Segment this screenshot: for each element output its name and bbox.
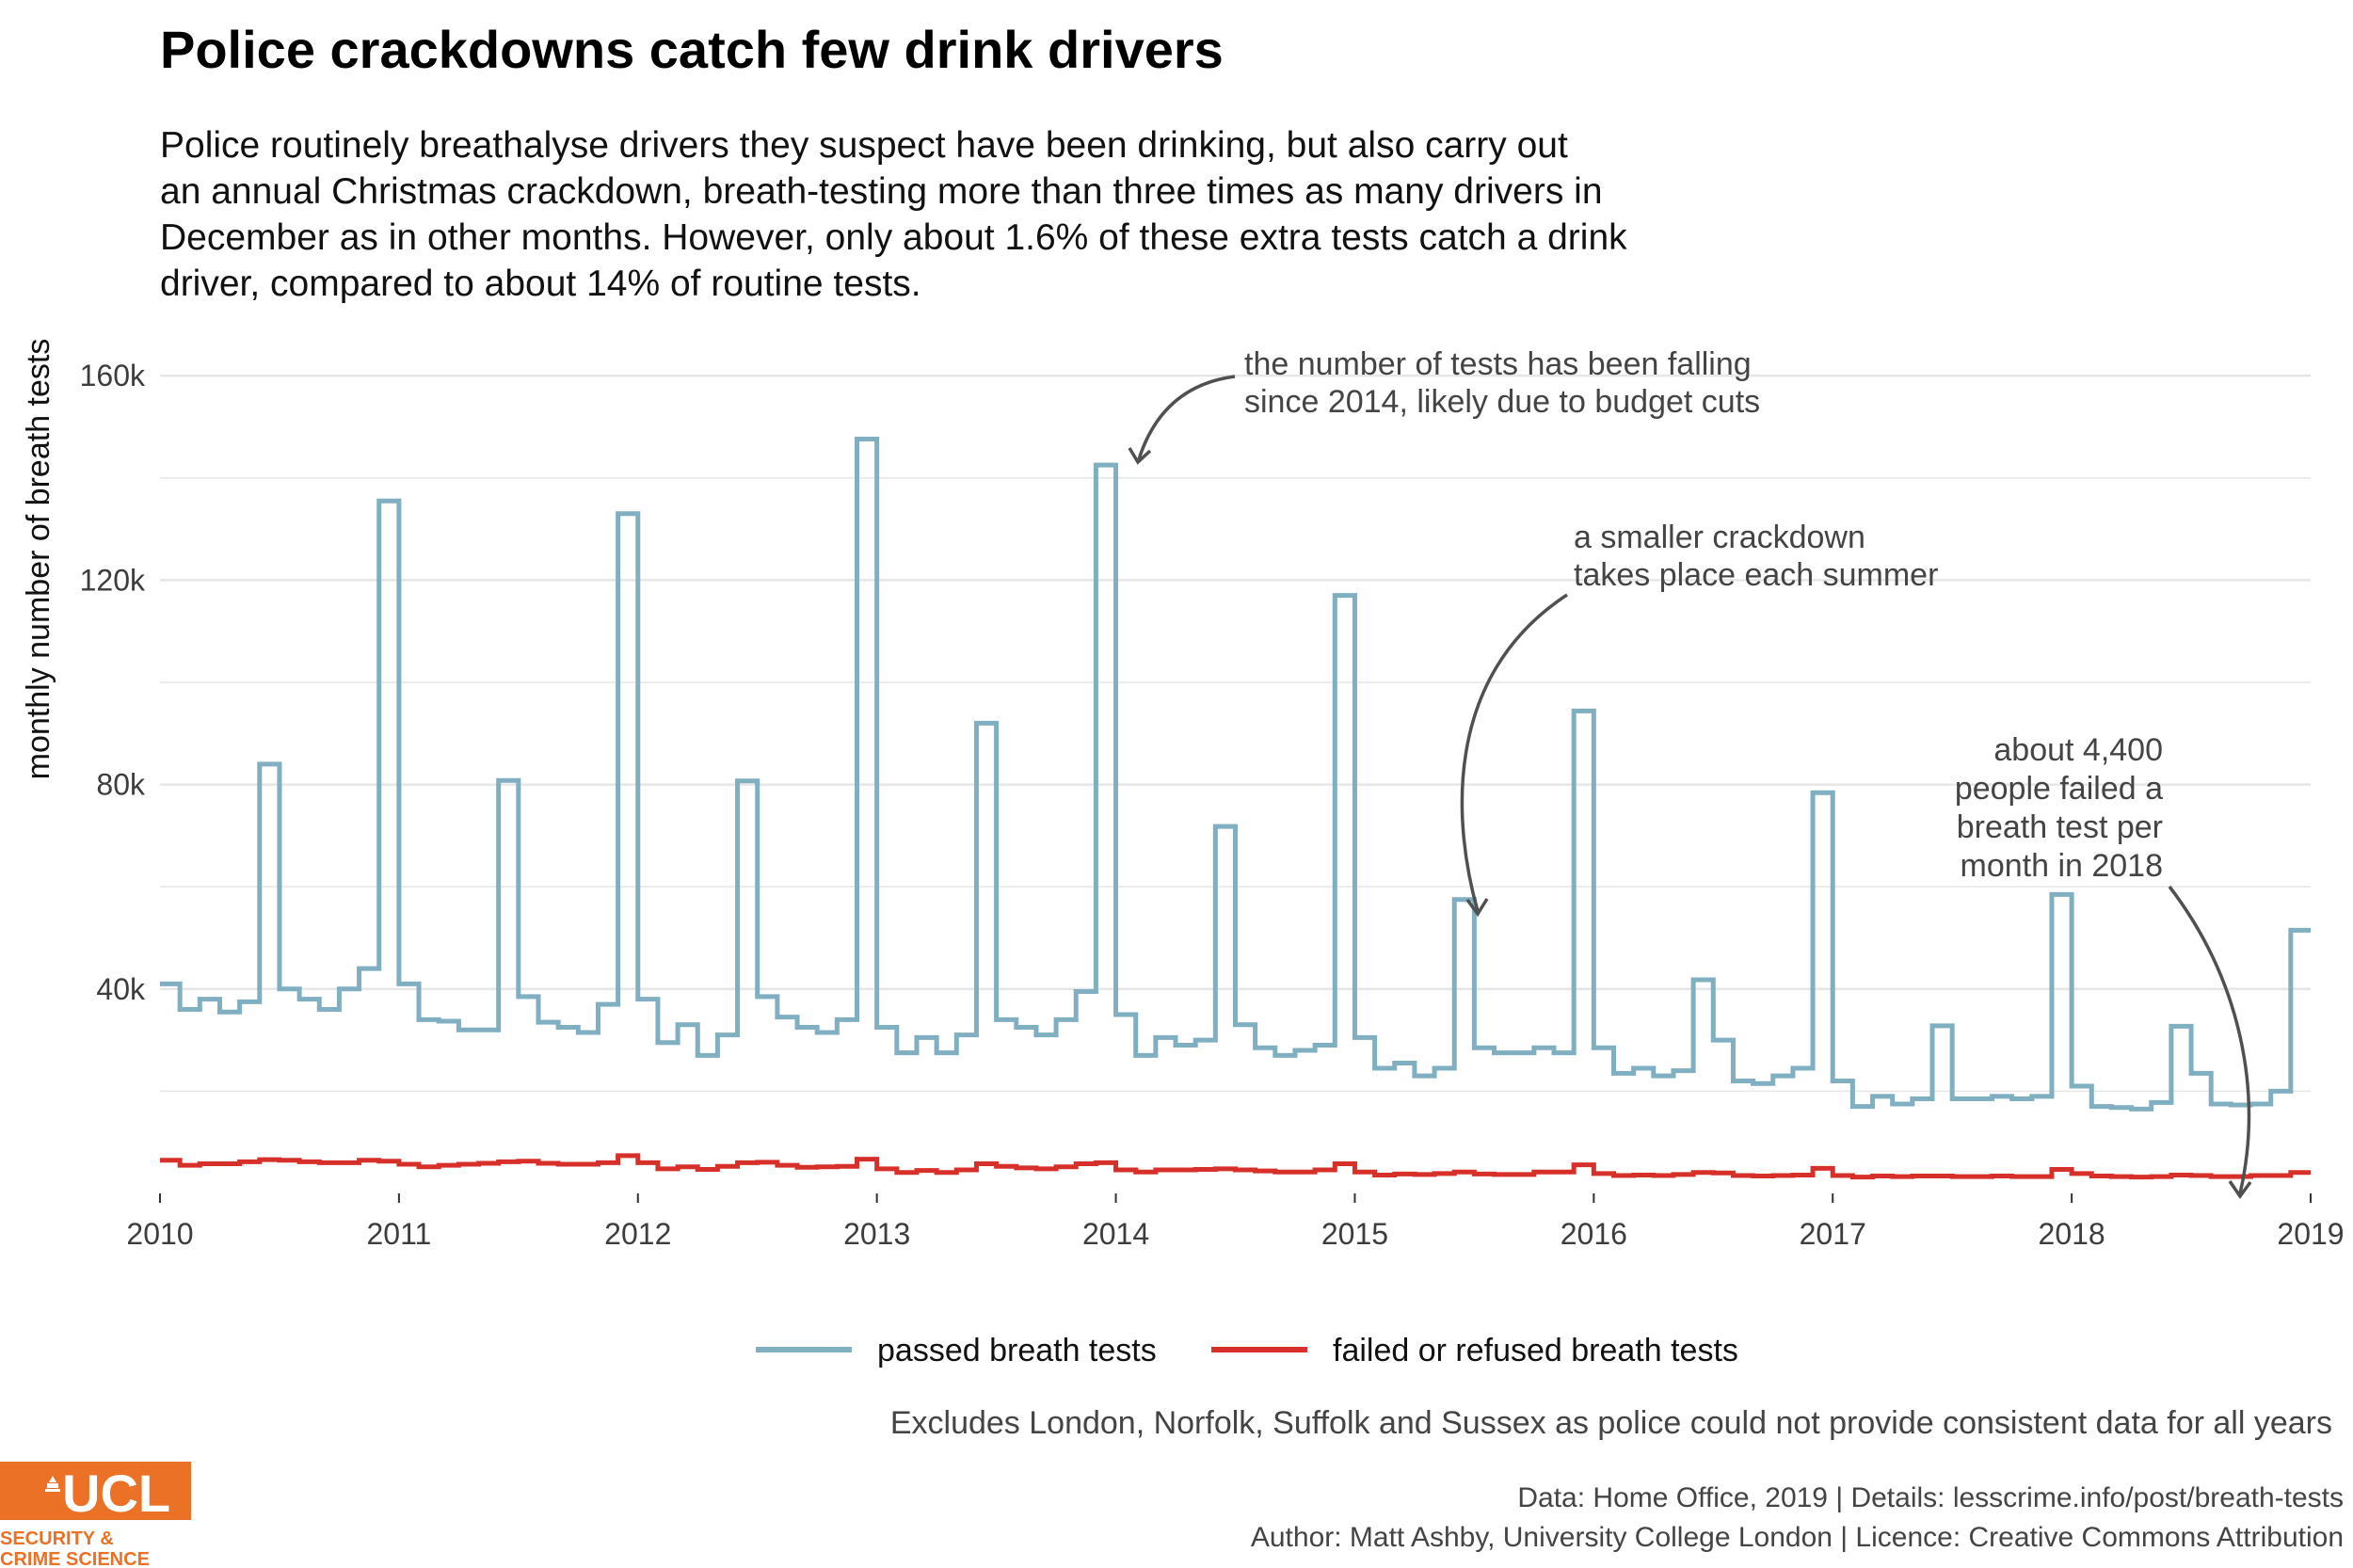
series-line-passed — [160, 436, 2311, 1112]
x-tick-label: 2019 — [2277, 1217, 2344, 1251]
ucl-logo-block — [0, 1462, 191, 1520]
x-tick-label: 2018 — [2039, 1217, 2105, 1251]
annotation-summer-line-1: a smaller crackdown — [1574, 520, 1865, 555]
series-lines — [160, 436, 2311, 1180]
annotation-summer-arrowhead — [1465, 898, 1489, 918]
x-tick-label: 2011 — [366, 1217, 431, 1251]
x-tick-label: 2013 — [843, 1217, 910, 1251]
annotation-failed-arrow — [2168, 885, 2251, 1194]
annotation-falling-arrow — [1137, 375, 1236, 460]
credit-line-1: Data: Home Office, 2019 | Details: lessc… — [1517, 1482, 2344, 1513]
annotation-falling: the number of tests has been falling sin… — [1128, 346, 1760, 465]
annotation-failed: about 4,400 people failed a breath test … — [1955, 732, 2252, 1200]
x-axis-ticks: 2010 2011 2012 2013 2014 2015 2016 2017 2018 2019 — [126, 1193, 2345, 1251]
legend-label-failed: failed or refused breath tests — [1333, 1333, 1738, 1368]
annotation-summer: a smaller crackdown takes place each sum… — [1460, 520, 1938, 918]
y-tick-label: 160k — [80, 359, 146, 392]
x-tick-label: 2012 — [604, 1217, 671, 1251]
annotation-falling-line-2: since 2014, likely due to budget cuts — [1244, 384, 1760, 420]
x-tick-label: 2015 — [1321, 1217, 1388, 1251]
ucl-subtitle-line-1: SECURITY & — [0, 1528, 114, 1549]
subtitle-line-1: Police routinely breathalyse drivers the… — [160, 125, 1568, 166]
legend: passed breath tests failed or refused br… — [756, 1333, 1738, 1368]
series-line-failed — [160, 1153, 2311, 1180]
annotation-falling-line-1: the number of tests has been falling — [1244, 346, 1752, 382]
caption: Excludes London, Norfolk, Suffolk and Su… — [890, 1405, 2332, 1441]
x-tick-label: 2017 — [1800, 1217, 1866, 1251]
y-tick-label: 120k — [80, 563, 146, 597]
x-tick-label: 2016 — [1561, 1217, 1627, 1251]
subtitle-line-4: driver, compared to about 14% of routine… — [160, 264, 921, 304]
ucl-portico-icon — [45, 1476, 60, 1492]
ucl-subtitle-line-2: CRIME SCIENCE — [0, 1549, 150, 1568]
subtitle-line-2: an annual Christmas crackdown, breath-te… — [160, 171, 1603, 212]
ucl-wordmark: UCL — [62, 1464, 170, 1523]
ucl-logo: UCL SECURITY & CRIME SCIENCE — [0, 1462, 191, 1568]
y-tick-label: 80k — [96, 768, 146, 802]
annotation-failed-line-3: breath test per — [1957, 809, 2163, 845]
chart-title: Police crackdowns catch few drink driver… — [160, 20, 1224, 79]
annotation-failed-line-2: people failed a — [1955, 771, 2163, 807]
y-axis-ticks: 40k 80k 120k 160k — [80, 359, 146, 1006]
x-tick-label: 2014 — [1082, 1217, 1149, 1251]
subtitle-line-3: December as in other months. However, on… — [160, 217, 1627, 258]
annotation-failed-arrowhead — [2228, 1180, 2252, 1200]
annotation-summer-line-2: takes place each summer — [1574, 557, 1938, 593]
annotation-failed-line-4: month in 2018 — [1961, 848, 2164, 884]
annotation-falling-arrowhead — [1128, 447, 1152, 465]
legend-label-passed: passed breath tests — [877, 1333, 1157, 1368]
x-tick-label: 2010 — [126, 1217, 193, 1251]
credit-line-2: Author: Matt Ashby, University College L… — [1251, 1522, 2344, 1553]
annotation-failed-line-1: about 4,400 — [1993, 732, 2163, 768]
y-tick-label: 40k — [96, 972, 146, 1006]
y-axis-label: monthly number of breath tests — [21, 339, 56, 780]
annotation-summer-arrow — [1460, 593, 1568, 912]
